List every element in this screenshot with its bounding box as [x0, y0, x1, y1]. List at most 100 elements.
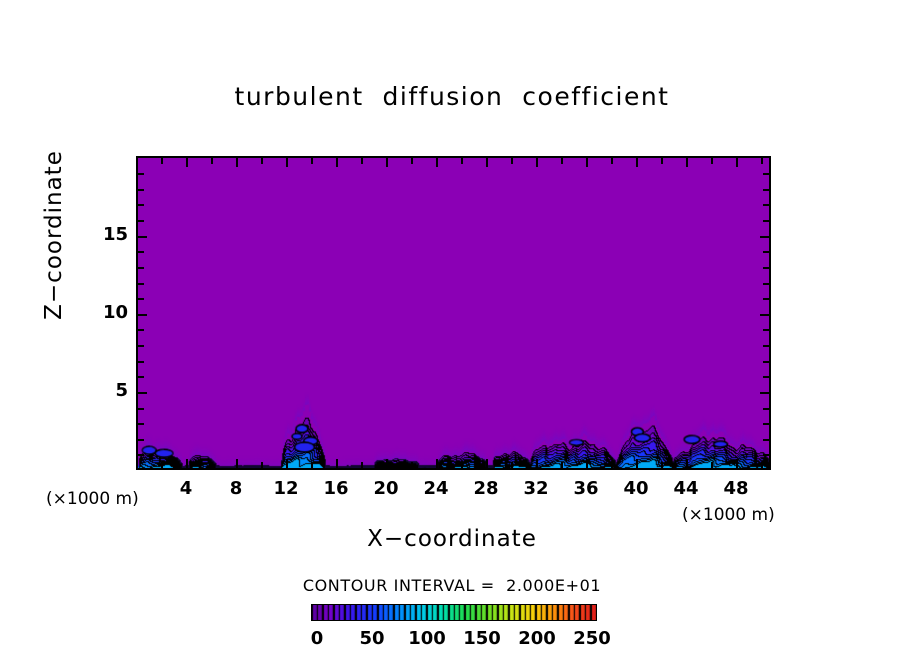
y-tick-minor	[136, 345, 144, 348]
x-tick-label: 12	[273, 478, 299, 499]
x-axis-unit-label: (×1000 m)	[682, 505, 775, 525]
y-tick-minor	[763, 329, 771, 332]
x-tick-minor	[661, 156, 663, 164]
x-tick-minor	[461, 156, 463, 164]
y-tick-minor	[763, 376, 771, 379]
colorbar-tick-label: 100	[408, 628, 446, 649]
x-tick-label: 44	[673, 478, 699, 499]
y-axis-unit-label: (×1000 m)	[46, 489, 139, 509]
x-tick-label: 20	[373, 478, 399, 499]
x-tick-major	[486, 156, 488, 167]
x-tick-major	[486, 459, 488, 470]
y-tick-minor	[763, 407, 771, 410]
y-tick-minor	[763, 298, 771, 301]
x-tick-minor	[311, 156, 313, 164]
x-tick-minor	[161, 462, 163, 470]
y-tick-minor	[136, 438, 144, 441]
x-tick-major	[586, 459, 588, 470]
plot-area	[136, 156, 771, 470]
x-tick-minor	[661, 462, 663, 470]
y-tick-minor	[136, 266, 144, 269]
y-tick-major	[760, 235, 771, 238]
x-tick-minor	[211, 462, 213, 470]
y-tick-minor	[136, 282, 144, 285]
x-tick-label: 24	[423, 478, 449, 499]
x-tick-minor	[511, 462, 513, 470]
contour-interval-caption: CONTOUR INTERVAL = 2.000E+01	[302, 576, 602, 595]
x-tick-major	[736, 156, 738, 167]
x-tick-minor	[261, 462, 263, 470]
y-tick-minor	[136, 376, 144, 379]
x-tick-minor	[761, 156, 763, 164]
y-tick-minor	[763, 454, 771, 457]
y-tick-major	[136, 313, 147, 316]
y-tick-minor	[763, 188, 771, 191]
x-tick-major	[636, 156, 638, 167]
y-tick-minor	[136, 251, 144, 254]
colorbar-tick-label: 200	[518, 628, 556, 649]
x-tick-minor	[261, 156, 263, 164]
colorbar-tick-label: 150	[463, 628, 501, 649]
x-tick-major	[386, 459, 388, 470]
x-tick-minor	[211, 156, 213, 164]
x-tick-major	[286, 156, 288, 167]
x-tick-major	[586, 156, 588, 167]
x-tick-minor	[611, 462, 613, 470]
y-tick-minor	[763, 423, 771, 426]
y-tick-minor	[763, 220, 771, 223]
y-tick-minor	[136, 173, 144, 176]
x-axis-title: X−coordinate	[367, 526, 537, 552]
y-tick-label: 5	[115, 379, 128, 401]
y-tick-minor	[136, 204, 144, 207]
colorbar	[311, 604, 597, 621]
x-tick-major	[186, 156, 188, 167]
x-tick-label: 32	[523, 478, 549, 499]
y-tick-minor	[763, 251, 771, 254]
contour-field	[138, 158, 769, 468]
y-tick-major	[760, 391, 771, 394]
x-tick-major	[186, 459, 188, 470]
x-tick-minor	[711, 462, 713, 470]
x-tick-minor	[711, 156, 713, 164]
x-tick-major	[336, 459, 338, 470]
x-tick-major	[386, 156, 388, 167]
y-tick-minor	[763, 360, 771, 363]
x-tick-minor	[611, 156, 613, 164]
x-tick-major	[236, 156, 238, 167]
x-tick-label: 4	[179, 478, 193, 499]
x-tick-major	[686, 459, 688, 470]
x-tick-major	[736, 459, 738, 470]
y-tick-minor	[763, 345, 771, 348]
colorbar-tick-label: 0	[310, 628, 324, 649]
y-tick-major	[136, 235, 147, 238]
y-tick-minor	[136, 329, 144, 332]
y-tick-minor	[763, 204, 771, 207]
x-tick-label: 8	[229, 478, 243, 499]
x-tick-minor	[461, 462, 463, 470]
x-tick-major	[636, 459, 638, 470]
x-tick-major	[436, 156, 438, 167]
x-tick-major	[236, 459, 238, 470]
y-tick-minor	[136, 298, 144, 301]
x-tick-label: 28	[473, 478, 499, 499]
x-tick-major	[536, 156, 538, 167]
y-tick-minor	[136, 220, 144, 223]
y-tick-label: 10	[102, 301, 128, 323]
colorbar-tick-label: 250	[573, 628, 611, 649]
x-tick-label: 16	[323, 478, 349, 499]
y-tick-minor	[136, 423, 144, 426]
x-tick-major	[536, 459, 538, 470]
x-tick-major	[436, 459, 438, 470]
y-axis-title: Z−coordinate	[41, 150, 67, 320]
page-title: turbulent diffusion coefficient	[234, 82, 670, 111]
y-tick-label: 15	[102, 223, 128, 245]
y-tick-minor	[136, 407, 144, 410]
y-tick-major	[760, 313, 771, 316]
y-tick-minor	[136, 454, 144, 457]
y-tick-minor	[136, 360, 144, 363]
x-tick-minor	[411, 156, 413, 164]
x-tick-minor	[511, 156, 513, 164]
y-tick-minor	[763, 438, 771, 441]
x-tick-minor	[311, 462, 313, 470]
x-tick-minor	[561, 156, 563, 164]
